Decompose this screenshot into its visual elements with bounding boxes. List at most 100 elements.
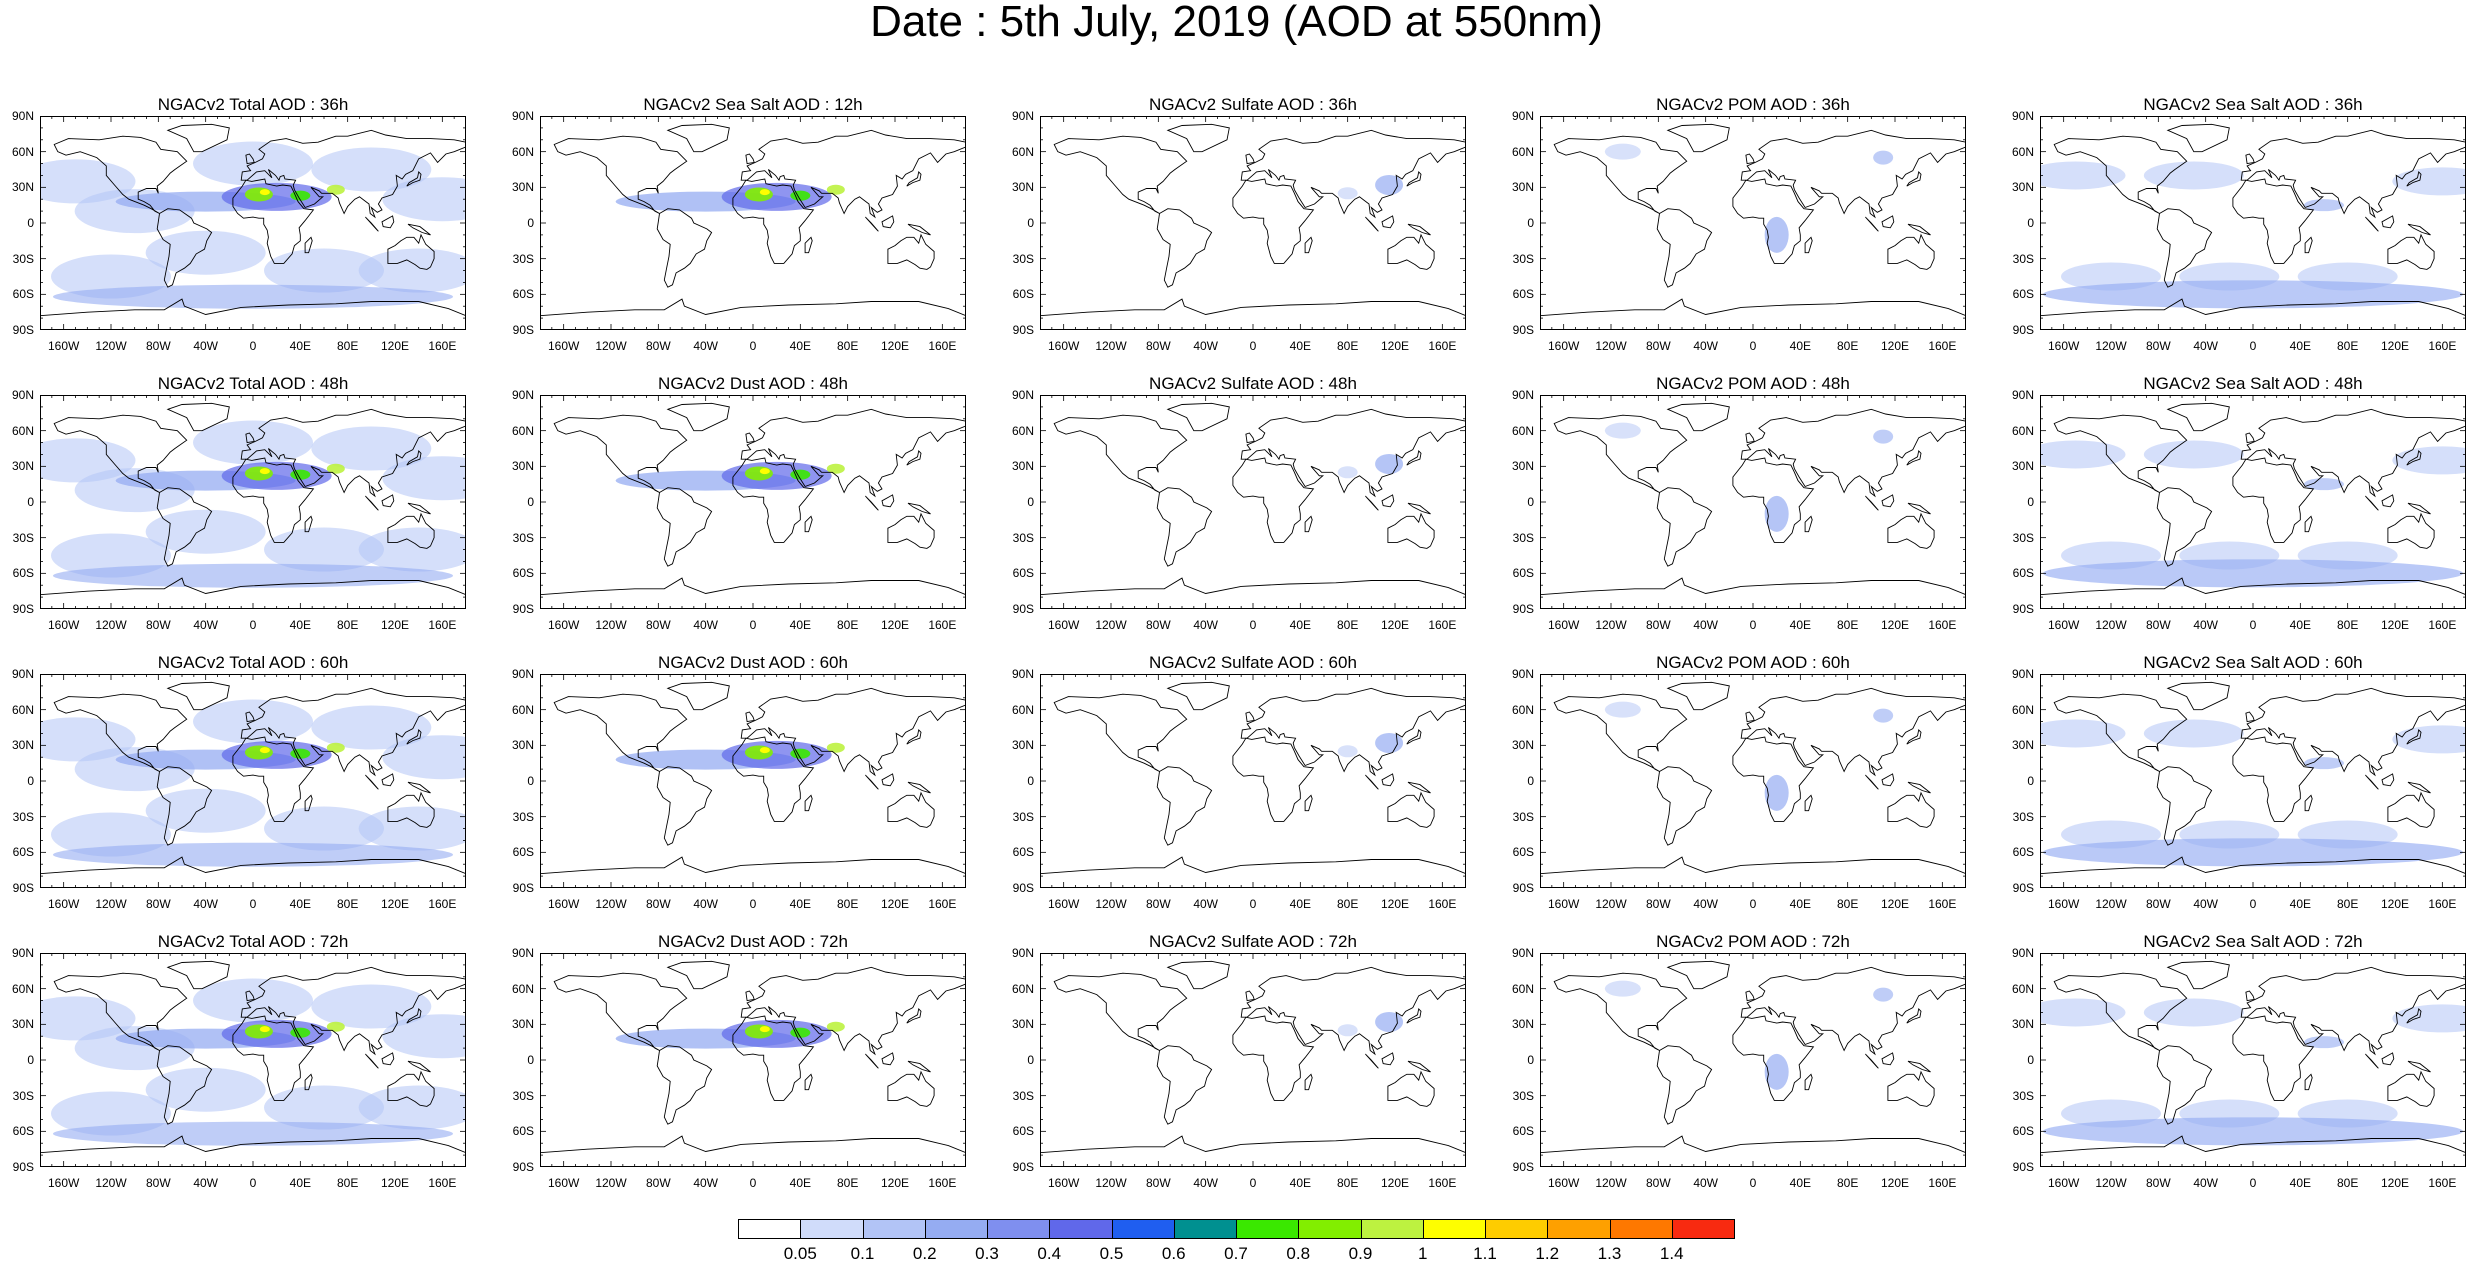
southern-ocean-sea-salt xyxy=(2043,280,2463,309)
longitude-label: 120E xyxy=(380,618,410,632)
latitude-label: 60N xyxy=(1011,423,1034,438)
map-panel: NGACv2 Sea Salt AOD : 12h 90N 60N 30N 0 30S 60… xyxy=(512,96,967,356)
coastline xyxy=(2245,711,2255,723)
map-panel: NGACv2 Total AOD : 36h 90N 60N 30N 0 30S 60S 90… xyxy=(12,96,503,356)
map-panel: NGACv2 Dust AOD : 48h 90N 60N 30N 0 30S 60S 90S… xyxy=(512,374,967,635)
coastline xyxy=(406,1007,422,1024)
coastline xyxy=(1906,728,1922,745)
sea-salt-shade xyxy=(2392,725,2473,754)
latitude-label: 30S xyxy=(512,251,534,266)
dust-hotspot xyxy=(744,745,773,760)
dust-peak xyxy=(259,747,270,754)
colorbar-segment xyxy=(738,1219,802,1239)
coastline xyxy=(553,135,688,214)
coastline xyxy=(381,773,395,787)
longitude-label: 80W xyxy=(645,618,671,632)
coastline xyxy=(1881,494,1895,508)
coastline xyxy=(1907,1060,1931,1073)
coastline xyxy=(1406,170,1422,187)
map-frame xyxy=(540,395,966,609)
colorbar-tick-label: 0.1 xyxy=(850,1244,875,1263)
longitude-label: 40W xyxy=(693,339,718,353)
panel-title: NGACv2 Total AOD : 60h xyxy=(157,653,349,672)
longitude-label: 120W xyxy=(2095,618,2127,632)
latitude-label: 30N xyxy=(511,180,534,195)
coastline xyxy=(907,502,931,515)
colorbar-tick-label: 0.7 xyxy=(1224,1244,1248,1263)
coastline xyxy=(1804,1073,1813,1091)
coastline xyxy=(1887,233,1935,270)
aod-shading xyxy=(1604,143,1894,253)
longitude-label: 40E xyxy=(289,897,311,911)
coastline xyxy=(1232,736,1315,822)
longitude-label: 120E xyxy=(1880,1176,1910,1190)
longitude-label: 40W xyxy=(693,1176,718,1190)
coastline xyxy=(2407,223,2431,236)
colorbar-segment xyxy=(1236,1219,1300,1239)
latitude-label: 60S xyxy=(12,1124,34,1139)
map-panel: NGACv2 Dust AOD : 72h 90N 60N 30N 0 30S 60S 90S… xyxy=(512,933,967,1193)
coastline xyxy=(2365,1053,2379,1069)
aod-background-shade xyxy=(145,788,266,833)
colorbar-segment xyxy=(1485,1219,1549,1239)
colorbar-tick-label: 0.4 xyxy=(1037,1244,1062,1263)
latitude-label: 30S xyxy=(512,1088,534,1103)
world-map xyxy=(539,394,967,610)
coastline xyxy=(1732,736,1815,822)
world-map xyxy=(2025,952,2473,1168)
aod-shading xyxy=(2025,440,2473,588)
latitude-label: 90S xyxy=(1012,881,1034,895)
coastline xyxy=(1406,449,1422,466)
longitude-label: 40W xyxy=(193,618,218,632)
latitude-label: 90S xyxy=(12,602,34,616)
coastline xyxy=(656,1045,713,1125)
coastlines xyxy=(539,123,967,331)
longitude-label: 160W xyxy=(1547,618,1580,632)
coastline xyxy=(1906,170,1922,187)
coastline xyxy=(907,1060,931,1073)
colorbar-segment xyxy=(987,1219,1051,1239)
longitude-label: 40W xyxy=(193,1176,218,1190)
coastline xyxy=(1745,432,1755,444)
coastline xyxy=(732,1015,815,1101)
coastline xyxy=(732,736,815,822)
coastline xyxy=(2232,1015,2315,1101)
map-panel: NGACv2 POM AOD : 60h 90N 60N 30N 0 30S 60S 90S 1… xyxy=(1512,654,1967,914)
latitude-label: 60S xyxy=(12,287,34,302)
coastline xyxy=(1053,693,1188,772)
latitude-label: 90S xyxy=(12,1160,34,1174)
map-panel: NGACv2 POM AOD : 72h 90N 60N 30N 0 30S 60S 90S 1… xyxy=(1512,933,1967,1193)
coastline xyxy=(1381,1052,1395,1066)
longitude-label: 80E xyxy=(336,897,359,911)
southern-ocean-aod xyxy=(53,284,453,309)
latitude-label: 90S xyxy=(1512,1160,1534,1174)
coastline xyxy=(1053,135,1188,214)
coastline xyxy=(1907,502,1931,515)
longitude-label: 160E xyxy=(928,339,957,353)
longitude-label: 160E xyxy=(1928,897,1957,911)
colorbar-tick-label: 1.2 xyxy=(1535,1244,1560,1263)
southern-ocean-aod xyxy=(53,842,453,867)
longitude-label: 40W xyxy=(1193,618,1218,632)
coastline xyxy=(1381,215,1395,229)
longitude-label: 40E xyxy=(789,339,811,353)
coastline xyxy=(232,1015,315,1101)
latitude-label: 30S xyxy=(2012,251,2034,266)
longitude-label: 80E xyxy=(1336,339,1359,353)
saharan-dust-core xyxy=(721,182,832,211)
dust-peak xyxy=(259,468,270,475)
coastline xyxy=(1053,414,1188,493)
coastline xyxy=(906,728,922,745)
longitude-label: 160E xyxy=(428,618,457,632)
panel-title: NGACv2 Dust AOD : 48h xyxy=(658,374,848,393)
coastline xyxy=(1745,153,1755,165)
coastline xyxy=(2245,990,2255,1002)
latitude-label: 30N xyxy=(11,738,34,753)
panel-title: NGACv2 POM AOD : 48h xyxy=(1656,374,1850,393)
longitude-label: 0 xyxy=(1749,618,1757,632)
sea-salt-shade xyxy=(2143,440,2244,469)
latitude-label: 90S xyxy=(1512,323,1534,337)
arabian-sea-salt xyxy=(2304,757,2344,770)
latitude-label: 60N xyxy=(1511,702,1534,717)
coastline xyxy=(2053,135,2188,214)
